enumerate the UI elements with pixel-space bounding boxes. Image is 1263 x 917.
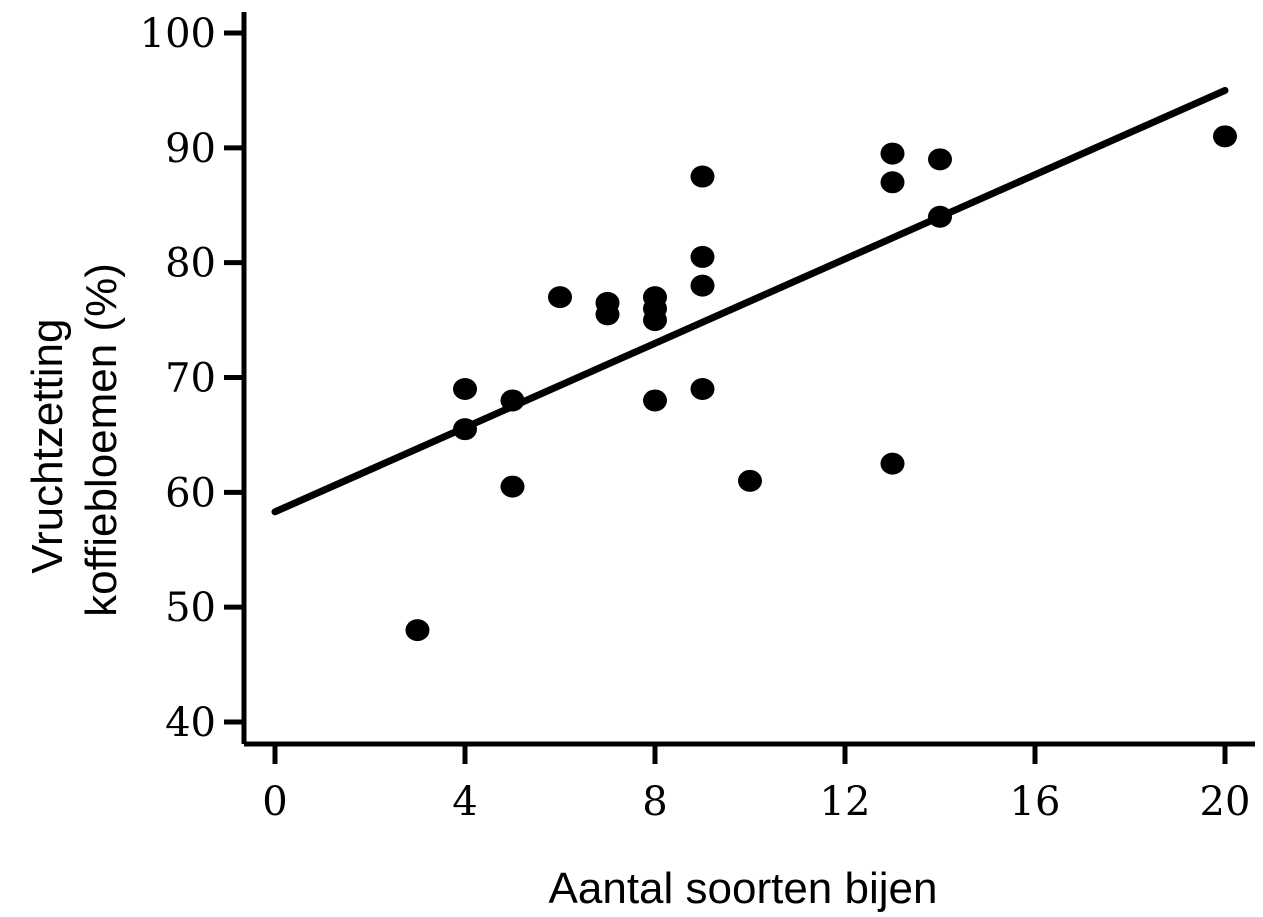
data-point bbox=[500, 475, 525, 498]
data-point bbox=[690, 377, 715, 400]
x-tick-label: 12 bbox=[820, 779, 871, 825]
data-point bbox=[928, 148, 952, 171]
data-point bbox=[453, 418, 477, 441]
data-point bbox=[595, 303, 620, 326]
x-tick-label: 8 bbox=[642, 779, 667, 825]
data-point bbox=[643, 309, 667, 332]
data-point bbox=[738, 469, 762, 492]
trendline-group bbox=[271, 86, 1229, 516]
data-point bbox=[690, 165, 715, 188]
x-tick-label: 0 bbox=[262, 779, 287, 825]
data-point bbox=[405, 619, 430, 642]
y-axis-title-line-2: koffiebloemen (%) bbox=[77, 263, 126, 617]
data-point bbox=[690, 245, 715, 268]
y-tick-label: 70 bbox=[165, 356, 216, 402]
data-points bbox=[405, 125, 1237, 642]
y-axis-title-line-1: Vruchtzetting bbox=[23, 319, 72, 574]
y-tick-label: 80 bbox=[165, 241, 216, 287]
data-point bbox=[453, 377, 477, 400]
data-point bbox=[500, 389, 525, 412]
x-axis-title: Aantal soorten bijen bbox=[549, 864, 938, 913]
data-point bbox=[880, 171, 905, 194]
data-point bbox=[643, 389, 667, 412]
data-point bbox=[1213, 125, 1237, 148]
x-axis: 0 4 8 12 16 20 bbox=[244, 741, 1255, 825]
x-tick-label: 16 bbox=[1010, 779, 1061, 825]
y-tick-label: 50 bbox=[165, 585, 216, 631]
x-tick-label: 20 bbox=[1200, 779, 1251, 825]
x-tick-label: 4 bbox=[452, 779, 477, 825]
y-axis: 40 50 60 70 80 90 100 bbox=[140, 11, 247, 746]
data-point bbox=[928, 205, 952, 228]
data-point bbox=[880, 452, 905, 475]
data-point bbox=[690, 274, 715, 297]
trendline bbox=[271, 86, 1229, 516]
y-tick-label: 90 bbox=[165, 126, 216, 172]
data-point bbox=[548, 286, 572, 309]
y-tick-label: 60 bbox=[165, 470, 216, 516]
y-tick-label: 40 bbox=[165, 700, 216, 746]
y-tick-label: 100 bbox=[140, 11, 216, 57]
data-point bbox=[880, 142, 905, 165]
y-axis-title: Vruchtzetting koffiebloemen (%) bbox=[23, 263, 126, 617]
